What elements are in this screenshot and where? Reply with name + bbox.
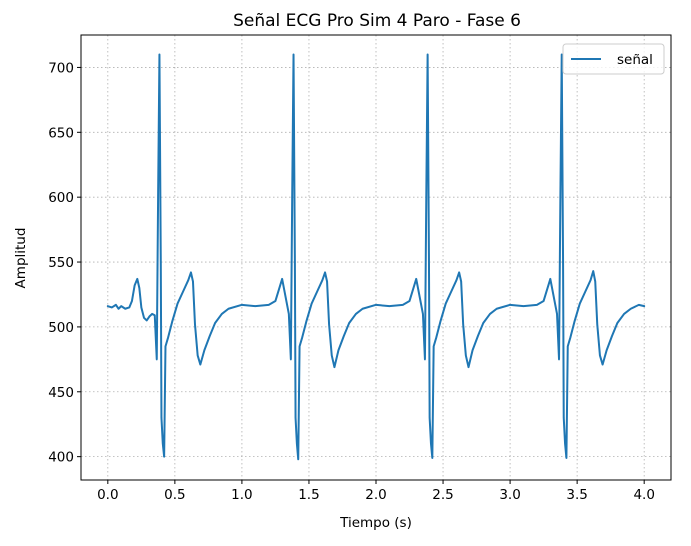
y-axis-label: Amplitud <box>13 228 29 289</box>
x-tick-label: 1.0 <box>231 487 252 503</box>
y-tick-label: 600 <box>48 190 74 206</box>
y-tick-label: 700 <box>48 60 74 76</box>
y-tick-label: 550 <box>48 255 74 271</box>
chart-title: Señal ECG Pro Sim 4 Paro - Fase 6 <box>233 11 521 31</box>
y-tick-label: 650 <box>48 125 74 141</box>
series-line <box>106 53 646 461</box>
y-tick-label: 400 <box>48 450 74 466</box>
x-axis-label: Tiempo (s) <box>339 515 412 531</box>
x-tick-label: 2.0 <box>365 487 386 503</box>
series-layer <box>106 53 646 461</box>
x-tick-label: 3.5 <box>566 487 587 503</box>
x-axis: 0.0 0.5 1.0 1.5 2.0 2.5 3.0 3.5 4.0 <box>97 480 655 503</box>
legend-box <box>562 43 665 75</box>
legend-label: señal <box>617 52 653 68</box>
x-tick-label: 0.0 <box>97 487 118 503</box>
y-tick-label: 500 <box>48 320 74 336</box>
grid <box>81 35 671 480</box>
y-axis: 400 450 500 550 600 650 700 <box>48 60 81 466</box>
x-tick-label: 0.5 <box>164 487 185 503</box>
x-tick-label: 3.0 <box>499 487 520 503</box>
plot-frame <box>80 34 672 481</box>
x-tick-label: 2.5 <box>432 487 453 503</box>
y-tick-label: 450 <box>48 385 74 401</box>
x-tick-label: 4.0 <box>633 487 654 503</box>
legend: señal <box>562 43 665 75</box>
x-tick-label: 1.5 <box>298 487 319 503</box>
